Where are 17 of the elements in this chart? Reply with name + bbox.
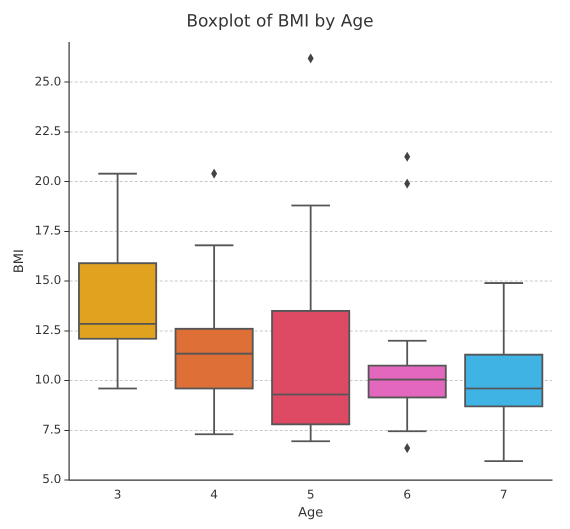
y-tick-label: 12.5 — [34, 322, 62, 337]
y-tick-label: 10.0 — [34, 372, 62, 387]
y-tick-label: 17.5 — [34, 223, 62, 238]
y-tick-label: 20.0 — [34, 174, 62, 188]
chart-title: Boxplot of BMI by Age — [186, 12, 374, 32]
x-axis-title: Age — [298, 506, 324, 521]
x-tick-label: 6 — [403, 487, 412, 502]
y-tick-label: 7.5 — [42, 422, 62, 436]
y-tick-label: 25.0 — [34, 74, 62, 88]
y-tick-label: 5.0 — [42, 472, 62, 486]
x-tick-label: 3 — [114, 487, 122, 502]
x-tick-label: 7 — [500, 487, 508, 502]
x-tick-label: 4 — [210, 487, 218, 502]
y-tick-label: 22.5 — [34, 124, 62, 138]
y-axis-title: BMI — [12, 249, 28, 274]
y-tick-label: 15.0 — [34, 273, 62, 288]
x-tick-label: 5 — [306, 487, 314, 502]
